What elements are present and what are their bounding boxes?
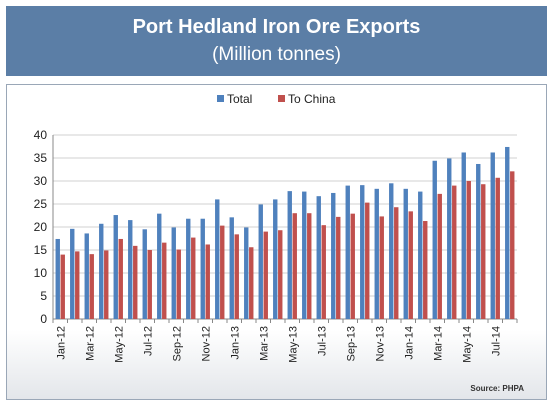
bar-total [244,227,249,319]
bar-china [75,251,80,319]
bar-china [89,254,94,319]
bar-china [278,230,283,319]
chart-subtitle: (Million tonnes) [212,44,341,65]
y-tick-label: 0 [40,312,47,326]
bar-total [374,188,379,319]
y-tick-label: 25 [34,197,48,211]
bar-china [394,207,399,319]
x-tick-label: Mar-14 [432,326,444,361]
bar-china [118,238,123,319]
x-tick-label: Jan-13 [229,326,241,360]
x-tick-label: Nov-13 [374,326,386,361]
bar-total [360,185,365,319]
x-tick-label: Jan-14 [403,326,415,360]
x-tick-label: Jul-13 [316,326,328,356]
bar-total [476,163,481,319]
bar-total [447,158,452,319]
bar-china [379,216,384,319]
chart-panel: 0 5 10 15 20 25 30 35 40 Jan-12 Mar-12 May-12 Jul-12… [6,84,547,400]
bar-china [176,249,181,319]
bar-total [215,199,220,319]
bar-china [452,185,457,319]
x-tick-label: May-13 [287,326,299,363]
bar-china [147,250,152,319]
x-tick-label: Jul-14 [490,326,502,356]
y-tick-label: 15 [34,243,48,257]
bar-total [186,218,191,319]
bar-total [490,152,495,319]
bar-total [403,188,408,319]
bar-total [128,220,133,319]
bar-total [84,233,89,319]
x-tick-label: Mar-12 [84,326,96,361]
bar-total [389,183,394,319]
bar-china [60,254,65,319]
bar-total [461,152,466,319]
bar-china [220,225,225,319]
bar-china [133,245,138,319]
x-tick-label: Mar-13 [258,326,270,361]
bar-china [162,242,167,319]
chart-title: Port Hedland Iron Ore Exports [132,16,421,38]
y-tick-label: 10 [34,266,48,280]
x-tick-label: May-12 [113,326,125,363]
bar-china [249,247,254,319]
bar-china [365,202,370,319]
bar-china [481,184,486,319]
bar-total [171,227,176,319]
bar-china [336,216,341,319]
bar-china [408,211,413,319]
y-tick-label: 20 [34,220,48,234]
bar-total [55,238,60,319]
bar-china [510,171,515,319]
x-tick-label: Jul-12 [142,326,154,356]
y-tick-label: 5 [40,289,47,303]
x-tick-label: Jan-12 [55,326,67,360]
bar-total [331,192,336,319]
legend-swatch [278,95,285,102]
bar-total [229,217,234,319]
y-tick-label: 35 [34,151,48,165]
x-tick-label: Nov-12 [200,326,212,361]
bar-china [350,213,355,319]
bar-china [423,221,428,319]
bar-china [205,244,210,319]
legend-label: Total [227,92,252,106]
bar-china [292,213,297,319]
x-tick-label: Sep-12 [171,326,183,361]
bar-china [495,177,500,319]
bar-china [263,231,268,319]
bar-total [258,204,263,319]
bar-total [70,228,75,319]
bar-total [142,229,147,319]
bar-total [99,223,104,319]
bar-total [287,191,292,319]
x-tick-label: May-14 [461,326,473,363]
bar-china [104,250,109,319]
legend-label: To China [288,92,336,106]
title-banner: Port Hedland Iron Ore Exports (Million t… [6,6,547,76]
bar-total [273,199,278,319]
y-tick-label: 30 [34,174,48,188]
bar-china [191,237,196,319]
bar-total [316,196,321,319]
bar-total [505,146,510,319]
bar-china [234,234,239,319]
source-note: Source: PHPA [470,384,524,393]
bar-total [113,215,118,319]
bar-china [466,181,471,319]
bar-total [157,213,162,319]
bar-total [418,191,423,319]
legend-swatch [217,95,224,102]
bar-total [200,218,205,319]
bar-china [321,225,326,319]
bar-total [345,185,350,319]
bar-china [307,213,312,319]
bar-china [437,193,442,319]
bar-chart: 0 5 10 15 20 25 30 35 40 Jan-12 Mar-12 May-12 Jul-12… [34,92,518,363]
x-tick-label: Sep-13 [345,326,357,361]
y-tick-label: 40 [34,128,48,142]
bar-total [432,160,437,319]
bar-total [302,191,307,319]
